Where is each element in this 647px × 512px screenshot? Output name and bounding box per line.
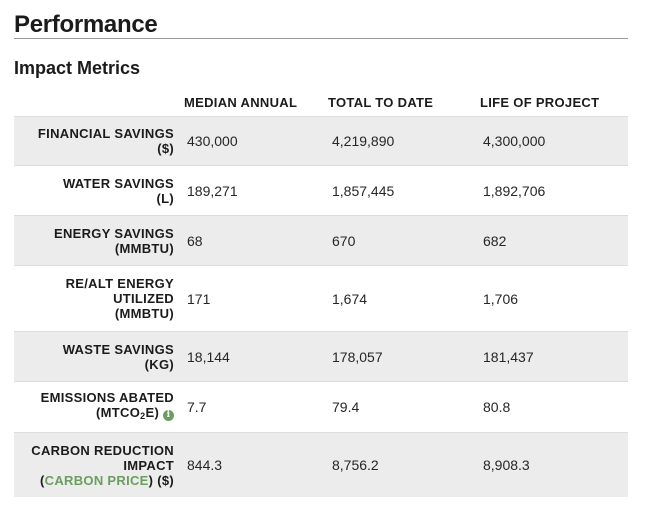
column-header-life-of-project: LIFE OF PROJECT — [480, 95, 600, 110]
table-row-emissions-abated: EMISSIONS ABATED (MTCO2E) i 7.7 79.4 80.… — [14, 381, 628, 432]
table-row-waste-savings: WASTE SAVINGS (KG) 18,144 178,057 181,43… — [14, 331, 628, 381]
row-label-line: CARBON REDUCTION — [31, 442, 174, 458]
table-row-energy-savings: ENERGY SAVINGS (MMBTU) 68 670 682 — [14, 215, 628, 265]
cell-life-of-project: 1,892,706 — [483, 182, 546, 199]
cell-median-annual: 430,000 — [187, 133, 238, 149]
paren-open: ( — [40, 472, 45, 488]
cell-median-annual: 68 — [187, 232, 203, 249]
row-label-line: (L) — [156, 190, 174, 206]
cell-median-annual: 18,144 — [187, 348, 230, 365]
row-label: CARBON REDUCTION IMPACT (CARBON PRICE) (… — [14, 443, 174, 488]
impact-metrics-table: MEDIAN ANNUAL TOTAL TO DATE LIFE OF PROJ… — [14, 90, 628, 497]
cell-total-to-date: 8,756.2 — [332, 457, 379, 473]
section-title: Impact Metrics — [14, 58, 141, 78]
row-label-line: ENERGY SAVINGS — [53, 225, 174, 241]
cell-total-to-date: 178,057 — [332, 348, 383, 365]
cell-total-to-date: 1,857,445 — [332, 182, 395, 199]
cell-median-annual: 7.7 — [187, 399, 207, 415]
row-label-line: RE/ALT ENERGY — [65, 276, 174, 291]
cell-life-of-project: 4,300,000 — [483, 133, 546, 149]
unit-subscript: 2 — [140, 411, 146, 421]
row-label-line: WATER SAVINGS — [62, 175, 174, 191]
page-title: Performance — [14, 11, 158, 38]
table-row-re-alt-energy-utilized: RE/ALT ENERGY UTILIZED (MMBTU) 171 1,674… — [14, 265, 628, 331]
row-label: FINANCIAL SAVINGS ($) — [14, 126, 174, 156]
row-label-line: IMPACT — [123, 457, 174, 473]
row-label-line: (MMBTU) — [114, 240, 174, 256]
row-label: EMISSIONS ABATED (MTCO2E) i — [14, 390, 174, 424]
unit-prefix: (MTCO — [96, 405, 141, 420]
cell-total-to-date: 1,674 — [332, 290, 368, 307]
row-label-unit-line: (MTCO2E) i — [14, 405, 174, 424]
row-label: WATER SAVINGS (L) — [14, 176, 174, 206]
row-label-line: UTILIZED — [113, 291, 174, 306]
table-row-financial-savings: FINANCIAL SAVINGS ($) 430,000 4,219,890 … — [14, 116, 628, 165]
row-label-link-line: (CARBON PRICE) ($) — [14, 473, 174, 488]
cell-life-of-project: 181,437 — [483, 348, 534, 365]
cell-life-of-project: 1,706 — [483, 290, 519, 307]
row-label-line: (KG) — [144, 356, 174, 372]
row-label-line: WASTE SAVINGS — [62, 341, 174, 357]
table-row-water-savings: WATER SAVINGS (L) 189,271 1,857,445 1,89… — [14, 165, 628, 215]
title-divider — [14, 38, 628, 39]
row-label-line: FINANCIAL SAVINGS — [37, 126, 174, 141]
row-label: ENERGY SAVINGS (MMBTU) — [14, 226, 174, 256]
cell-total-to-date: 79.4 — [332, 399, 360, 415]
cell-life-of-project: 682 — [483, 232, 507, 249]
column-header-total-to-date: TOTAL TO DATE — [328, 95, 434, 110]
column-header-median-annual: MEDIAN ANNUAL — [184, 95, 298, 110]
cell-median-annual: 171 — [187, 290, 211, 307]
row-label-line: (MMBTU) — [114, 306, 174, 321]
cell-life-of-project: 8,908.3 — [483, 457, 530, 473]
row-label-line: ($) — [157, 141, 174, 156]
table-header-row: MEDIAN ANNUAL TOTAL TO DATE LIFE OF PROJ… — [14, 90, 628, 116]
row-label-line: EMISSIONS ABATED — [40, 390, 174, 405]
row-label: WASTE SAVINGS (KG) — [14, 342, 174, 372]
unit-suffix: E) — [145, 405, 160, 420]
table-row-carbon-reduction-impact: CARBON REDUCTION IMPACT (CARBON PRICE) (… — [14, 432, 628, 497]
cell-total-to-date: 670 — [332, 232, 356, 249]
cell-life-of-project: 80.8 — [483, 399, 511, 415]
info-icon[interactable]: i — [163, 410, 174, 421]
cell-total-to-date: 4,219,890 — [332, 133, 395, 149]
unit-suffix: ) ($) — [148, 472, 174, 488]
row-label: RE/ALT ENERGY UTILIZED (MMBTU) — [14, 276, 174, 321]
cell-median-annual: 844.3 — [187, 457, 223, 473]
cell-median-annual: 189,271 — [187, 182, 238, 199]
carbon-price-link[interactable]: CARBON PRICE — [44, 472, 149, 488]
